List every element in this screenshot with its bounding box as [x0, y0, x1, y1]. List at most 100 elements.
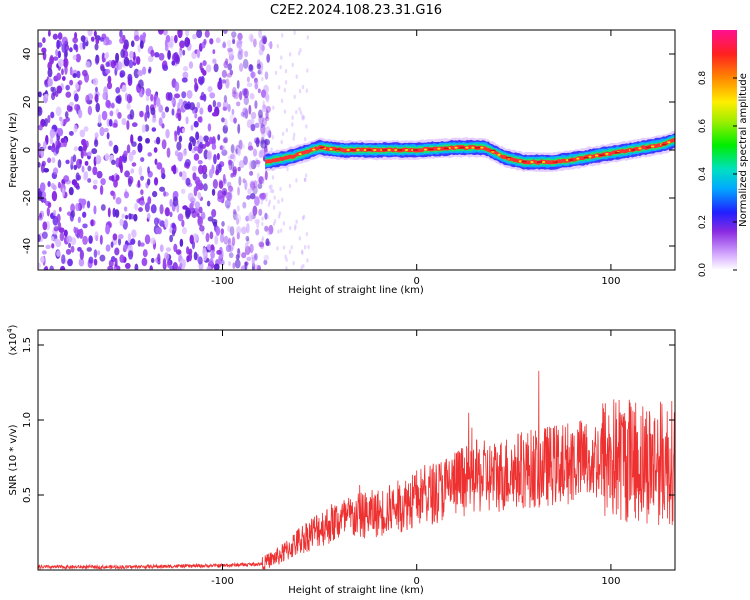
noise-blob — [228, 57, 233, 65]
noise-blob — [306, 258, 309, 263]
noise-blob — [240, 49, 244, 55]
noise-blob — [249, 193, 256, 200]
ridge-core — [661, 143, 667, 146]
noise-blob — [214, 235, 219, 245]
noise-blob — [51, 147, 55, 153]
noise-blob — [246, 76, 250, 83]
noise-blob — [190, 200, 195, 207]
ridge-core — [599, 154, 605, 156]
noise-blob — [222, 124, 228, 134]
noise-blob — [129, 50, 134, 59]
noise-blob — [147, 47, 152, 54]
noise-blob — [280, 33, 284, 38]
ridge-core — [521, 160, 527, 163]
noise-blob — [223, 94, 228, 103]
noise-blob — [263, 105, 267, 110]
noise-blob — [210, 250, 215, 259]
noise-blob — [68, 242, 72, 249]
noise-blob — [280, 139, 283, 145]
noise-blob — [100, 178, 106, 186]
noise-blob — [193, 153, 200, 161]
ridge-peak — [356, 149, 360, 151]
noise-blob — [220, 228, 225, 235]
noise-blob — [181, 219, 185, 228]
noise-blob — [254, 122, 260, 129]
noise-blob — [111, 159, 116, 166]
noise-blob — [263, 259, 268, 266]
noise-blob — [228, 245, 234, 253]
noise-blob — [150, 107, 156, 116]
noise-blob — [115, 52, 120, 63]
noise-blob — [126, 93, 132, 104]
noise-blob — [237, 123, 241, 134]
ridge-core — [381, 149, 387, 151]
noise-blob — [150, 237, 156, 245]
noise-blob — [94, 43, 99, 51]
noise-blob — [193, 77, 198, 84]
noise-blob — [236, 205, 240, 212]
noise-blob — [79, 159, 83, 165]
noise-blob — [70, 210, 76, 218]
noise-blob — [69, 101, 74, 107]
noise-blob — [125, 214, 129, 220]
noise-blob — [79, 129, 86, 138]
noise-blob — [101, 110, 108, 121]
noise-blob — [270, 184, 273, 189]
noise-blob — [276, 246, 279, 251]
noise-blob — [127, 232, 132, 244]
noise-blob — [244, 245, 251, 255]
noise-blob — [306, 35, 309, 40]
noise-blob — [73, 226, 77, 234]
noise-blob — [173, 243, 178, 253]
noise-blob — [193, 120, 199, 128]
noise-blob — [212, 49, 216, 55]
noise-blob — [206, 243, 212, 251]
colorbar-tick-label: 0.6 — [698, 119, 708, 134]
noise-blob — [250, 160, 257, 170]
noise-blob — [147, 166, 150, 174]
noise-blob — [91, 148, 98, 155]
noise-blob — [105, 224, 111, 235]
noise-blob — [181, 77, 188, 83]
noise-blob — [65, 248, 72, 255]
snr-xtick-label: 0 — [414, 576, 420, 587]
noise-blob — [159, 220, 166, 227]
noise-blob — [147, 68, 151, 74]
noise-blob — [238, 90, 243, 101]
ridge-peak — [595, 154, 599, 157]
noise-blob — [230, 153, 235, 160]
ridge-peak — [518, 160, 522, 163]
noise-blob — [233, 117, 237, 124]
noise-blob — [49, 265, 54, 270]
noise-blob — [266, 214, 270, 220]
noise-blob — [93, 249, 98, 258]
noise-blob — [251, 256, 255, 267]
noise-blob — [199, 225, 205, 232]
noise-blob — [172, 164, 177, 175]
noise-blob — [259, 194, 266, 201]
noise-blob — [137, 179, 141, 188]
noise-blob — [228, 252, 234, 259]
noise-blob — [57, 128, 64, 137]
noise-blob — [209, 231, 214, 240]
noise-blob — [257, 183, 263, 190]
noise-blob — [162, 257, 167, 268]
noise-blob — [176, 108, 182, 118]
ridge-peak — [465, 146, 469, 149]
noise-blob — [152, 190, 158, 198]
noise-blob — [202, 69, 207, 76]
noise-blob — [156, 97, 161, 107]
ridge-core — [412, 149, 418, 151]
spectrogram-ytick-label: 0 — [22, 147, 33, 153]
noise-blob — [157, 30, 164, 35]
noise-blob — [82, 211, 87, 218]
noise-blob — [174, 131, 178, 142]
noise-blob — [255, 228, 260, 236]
noise-blob — [263, 254, 270, 261]
noise-blob — [169, 265, 174, 270]
noise-blob — [193, 251, 198, 261]
noise-blob — [38, 146, 41, 156]
noise-blob — [108, 259, 114, 268]
noise-blob — [73, 124, 78, 133]
noise-blob — [249, 180, 255, 189]
